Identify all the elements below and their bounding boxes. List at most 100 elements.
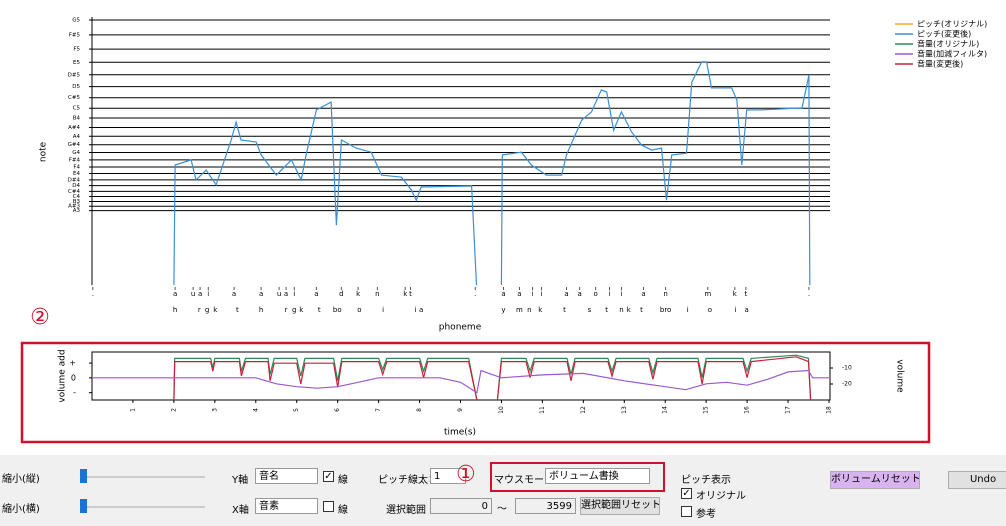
y-tick-label: C#4 [68,189,80,195]
label: 〜 [497,504,507,515]
phoneme-label: s [588,306,592,314]
checkbox[interactable] [323,501,334,512]
highlight-box [20,341,931,444]
y-tick-label: A3 [73,208,81,214]
x-tick-label: 10 [498,406,505,414]
phoneme-label: . [474,290,476,298]
phoneme-label: t [640,306,643,314]
label: 縮小(横) [2,504,40,515]
checkbox[interactable]: ✓ [323,471,334,482]
label: 線 [338,475,348,486]
x-tick-label: 16 [744,406,751,414]
y-tick-label: E5 [73,60,80,66]
checkbox[interactable]: ✓ [681,488,692,499]
phoneme-label: t [605,306,608,314]
phoneme-label: o [708,306,712,314]
slider-thumb[interactable] [80,469,87,483]
input[interactable]: 1 [430,468,466,484]
phoneme-label: d [339,290,343,298]
highlight-box [490,462,665,492]
legend-label: ピッチ(変更後) [917,29,971,39]
y-tick-label: B4 [73,116,81,122]
x-tick-label: 17 [785,406,792,414]
select[interactable]: 音素 [255,498,318,514]
label: 選択範囲 [386,505,426,516]
x-tick-label: 6 [334,408,341,412]
phoneme-label: a [419,306,423,314]
y-tick-label: D#4 [68,177,81,183]
slider[interactable] [80,476,205,478]
phoneme-label: g [292,306,296,314]
x-tick-label: 11 [539,406,546,414]
phoneme-label: t [236,306,239,314]
data-line [92,369,829,394]
phoneme-label: a [641,290,645,298]
y-tick-label: B3 [73,199,81,205]
data-line [173,61,811,286]
phoneme-label: m [516,306,523,314]
phoneme-label: k [733,290,738,298]
phoneme-label: a [173,290,177,298]
phoneme-label: a [259,290,263,298]
phoneme-label: t [745,290,748,298]
slider-thumb[interactable] [80,499,87,513]
legend-label: 音量(変更後) [917,59,963,69]
phoneme-label: h [259,306,263,314]
button[interactable]: Undo [948,471,1006,489]
phoneme-label: i [532,290,534,298]
label: Y軸 [232,475,249,486]
y-tick-label: G#4 [68,142,81,148]
plot-area [91,351,831,401]
phoneme-label: i [207,290,209,298]
x-tick-label: 9 [457,408,464,412]
phoneme-label: r [198,306,201,314]
button[interactable]: 選択範囲リセット [580,497,660,515]
select[interactable]: ボリューム書換 [545,468,650,484]
x-tick-label: 12 [580,406,587,414]
x-tick-label: 14 [662,406,669,414]
phoneme-label: m [704,290,711,298]
checkbox[interactable] [681,506,692,517]
y-axis-label: volume add [58,349,68,402]
x-tick-label: 4 [252,408,259,412]
phoneme-label: n [375,290,379,298]
phoneme-label: r [285,306,288,314]
input[interactable]: 0 [430,498,492,514]
phoneme-label: i [735,306,737,314]
phoneme-label: i [609,290,611,298]
x-tick-label: 3 [211,408,218,412]
y-tick-label: G4 [72,150,80,156]
phoneme-label: . [92,290,94,298]
legend-label: ピッチ(オリジナル) [917,20,987,29]
phoneme-label: i [687,306,689,314]
data-line [173,356,812,401]
button[interactable]: ボリュームリセット [830,471,920,489]
y-tick-label: E4 [73,171,80,177]
y-tick-label: D4 [72,183,80,189]
phoneme-label: a [517,290,521,298]
label: 線 [338,505,348,516]
select[interactable]: 音名 [255,468,318,484]
phoneme-label: t [318,306,321,314]
x-axis-label: time(s) [444,428,476,438]
y-tick-label: F4 [73,165,80,171]
phoneme-label: . [808,290,810,298]
x-tick-label: 15 [703,406,710,414]
input[interactable]: 3599 [515,498,576,514]
y-tick-label: + [69,359,76,368]
label: 参考 [696,509,716,520]
x-tick-label: 5 [293,408,300,412]
x-tick-label: 13 [621,406,628,414]
x-tick-label: 8 [416,408,423,412]
phoneme-label: k [213,306,218,314]
label: ピッチ線太さ [378,475,438,486]
slider[interactable] [80,506,205,508]
y-tick-label: A4 [73,134,81,140]
y-axis-label: note [39,141,49,162]
phoneme-label: g [205,306,209,314]
x-tick-label: 18 [826,406,833,414]
x-tick-label: 7 [375,408,382,412]
x-tick-label: 2 [170,408,177,412]
y-tick-label: F#4 [69,157,81,163]
legend-label: 音量(オリジナル) [917,39,979,49]
